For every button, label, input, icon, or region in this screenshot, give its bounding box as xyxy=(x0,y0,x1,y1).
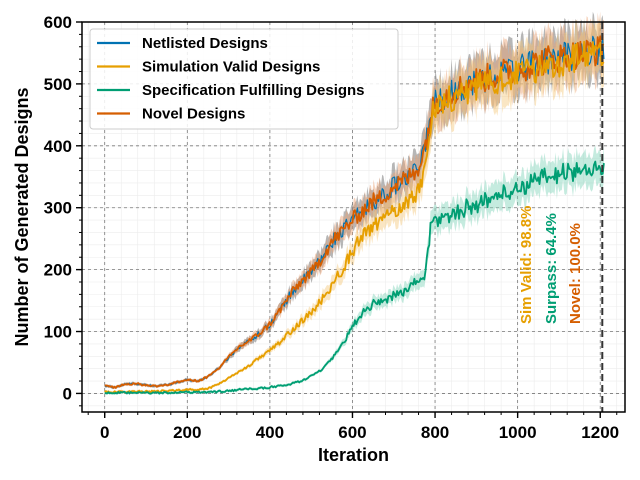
legend-box xyxy=(89,28,399,130)
y-tick-label: 600 xyxy=(44,13,72,32)
legend-label: Simulation Valid Designs xyxy=(142,59,320,76)
x-tick-label: 1000 xyxy=(499,423,537,442)
band-netlisted-designs xyxy=(104,11,604,390)
x-tick-label: 400 xyxy=(256,423,284,442)
x-axis-title: Iteration xyxy=(318,445,389,465)
legend: Netlisted Designs Simulation Valid Design… xyxy=(89,28,399,130)
y-axis-ticks: 0 100 200 300 400 500 600 xyxy=(44,13,82,407)
x-tick-label: 1200 xyxy=(581,423,619,442)
band-simulation-valid-designs xyxy=(104,17,604,395)
annotation-0: Sim Valid: 98.8% xyxy=(518,206,535,324)
annotations: Sim Valid: 98.8% Surpass: 64.4% Novel: 100… xyxy=(518,206,584,324)
line-specification-fulfilling-designs xyxy=(104,160,605,395)
series-lines xyxy=(104,35,605,395)
y-axis-title: Number of Generated Designs xyxy=(12,87,32,346)
line-simulation-valid-designs xyxy=(104,40,605,394)
line-novel-designs xyxy=(104,35,605,389)
band-novel-designs xyxy=(104,11,604,390)
x-tick-label: 0 xyxy=(100,423,109,442)
annotation-2: Novel: 100.0% xyxy=(567,223,584,324)
x-tick-label: 200 xyxy=(173,423,201,442)
y-tick-label: 0 xyxy=(63,384,72,403)
x-tick-label: 600 xyxy=(338,423,366,442)
x-axis-ticks: 0 200 400 600 800 1000 1200 xyxy=(87,412,619,442)
legend-label: Netlisted Designs xyxy=(142,35,268,52)
legend-label: Novel Designs xyxy=(142,106,245,123)
y-tick-label: 100 xyxy=(44,323,72,342)
x-tick-label: 800 xyxy=(421,423,449,442)
plot-frame xyxy=(81,21,626,413)
annotation-1: Surpass: 64.4% xyxy=(543,213,560,324)
y-tick-label: 200 xyxy=(44,261,72,280)
legend-label: Specification Fulfilling Designs xyxy=(142,82,365,99)
y-tick-label: 400 xyxy=(44,137,72,156)
y-tick-label: 300 xyxy=(44,199,72,218)
y-tick-label: 500 xyxy=(44,75,72,94)
